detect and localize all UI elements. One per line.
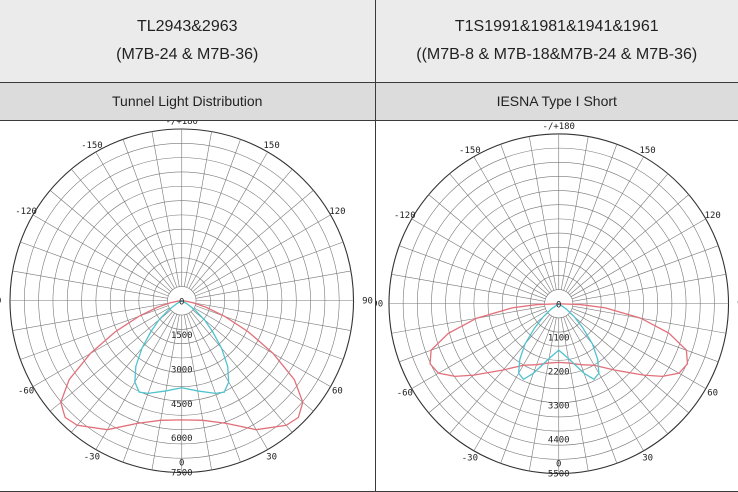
grid-spoke (391, 306, 544, 333)
left-polar-chart: -/+180-150150-1201209090-6060-3030001500… (0, 121, 375, 492)
radial-tick-label: 0 (179, 297, 184, 307)
left-distribution-label: Tunnel Light Distribution (0, 82, 375, 120)
left-chart-cell: -/+180-150150-1201209090-6060-3030001500… (0, 120, 375, 492)
grid-spoke (391, 274, 544, 301)
angle-label: -90 (376, 299, 383, 309)
angle-label: 150 (264, 141, 280, 151)
grid-spoke (428, 194, 547, 294)
left-header-cell: TL2943&2963 (M7B-24 & M7B-36) (0, 0, 375, 82)
radial-tick-label: 3300 (547, 401, 569, 411)
angle-label: 120 (329, 206, 345, 216)
angle-label: -60 (396, 388, 412, 398)
grid-spoke (572, 306, 725, 333)
grid-spoke (184, 131, 211, 286)
grid-spoke (569, 312, 688, 412)
grid-spoke (196, 303, 351, 330)
angle-label: -/+180 (166, 121, 198, 127)
grid-spoke (561, 136, 588, 289)
grid-spoke (428, 312, 547, 412)
angle-label: 30 (266, 452, 277, 462)
grid-spoke (191, 169, 292, 290)
grid-spoke (449, 173, 549, 292)
right-model-title: T1S1991&1981&1941&1961 (376, 15, 738, 39)
angle-label: 0 (556, 459, 561, 469)
radial-tick-label: 2200 (547, 367, 569, 377)
grid-spoke (193, 309, 314, 410)
angle-label: -150 (81, 141, 103, 151)
radial-tick-label: 4500 (171, 399, 193, 409)
grid-spoke (71, 169, 172, 290)
grid-spoke (13, 303, 168, 330)
angle-label: 90 (0, 296, 1, 306)
angle-label: -120 (394, 210, 416, 220)
radial-tick-label: 1100 (547, 333, 569, 343)
left-model-subtitle: (M7B-24 & M7B-36) (0, 43, 375, 67)
angle-label: 120 (704, 210, 720, 220)
angle-label: -30 (84, 452, 100, 462)
radial-tick-label: 0 (556, 300, 561, 310)
angle-label: 150 (639, 145, 655, 155)
angle-label: 30 (642, 453, 653, 463)
grid-spoke (193, 190, 314, 291)
grid-spoke (569, 194, 688, 294)
radial-tick-label: 3000 (171, 365, 193, 375)
angle-label: -60 (18, 386, 34, 396)
angle-label: -/+180 (542, 121, 574, 131)
grid-spoke (13, 270, 168, 297)
right-distribution-label: IESNA Type I Short (375, 82, 738, 120)
angle-label: -150 (459, 145, 481, 155)
radial-tick-label: 4400 (547, 435, 569, 445)
grid-spoke (50, 190, 171, 291)
grid-spoke (572, 274, 725, 301)
grid-spoke (567, 173, 667, 292)
angle-label: 0 (179, 458, 184, 468)
radial-tick-label: 7500 (171, 468, 193, 478)
angle-label: -30 (461, 453, 477, 463)
grid-spoke (529, 136, 556, 289)
angle-label: 60 (332, 386, 343, 396)
right-polar-chart: -/+180-150150-120120-9090-6060-303000110… (376, 121, 738, 492)
left-model-title: TL2943&2963 (0, 15, 375, 39)
radial-tick-label: 6000 (171, 434, 193, 444)
grid-spoke (50, 309, 171, 410)
radial-tick-label: 5500 (547, 469, 569, 479)
right-model-subtitle: ((M7B-8 & M7B-18&M7B-24 & M7B-36) (376, 43, 738, 67)
grid-spoke (152, 131, 179, 286)
angle-label: 60 (707, 388, 718, 398)
right-chart-cell: -/+180-150150-120120-9090-6060-303000110… (375, 120, 738, 492)
right-header-cell: T1S1991&1981&1941&1961 ((M7B-8 & M7B-18&… (375, 0, 738, 82)
grid-spoke (191, 311, 292, 432)
grid-spoke (196, 270, 351, 297)
radial-tick-label: 1500 (171, 331, 193, 341)
grid-spoke (449, 314, 549, 433)
grid-spoke (567, 314, 667, 433)
angle-label: -120 (15, 206, 37, 216)
angle-label: 90 (362, 296, 373, 306)
grid-spoke (71, 311, 172, 432)
